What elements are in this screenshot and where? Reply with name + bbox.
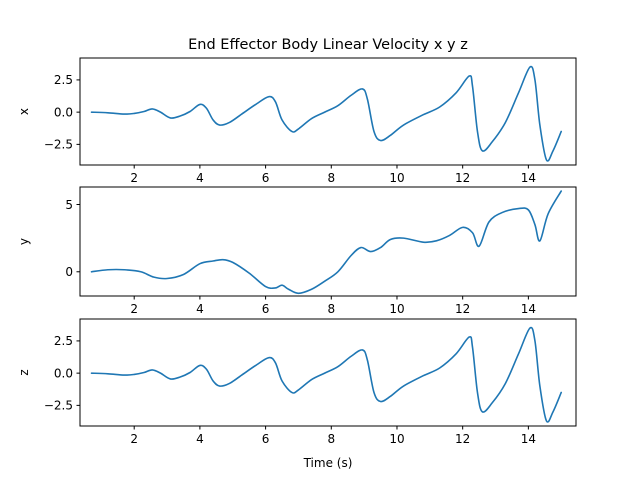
x-tick-label: 6 bbox=[262, 171, 270, 185]
subplot-y: 2 4 6 8 10 12 14 5 0 y bbox=[17, 186, 577, 316]
x-tick-label: 8 bbox=[327, 432, 335, 446]
x-tick-label: 14 bbox=[521, 302, 536, 316]
y-tick-label: 2.5 bbox=[54, 73, 73, 87]
x-tick-label: 14 bbox=[521, 171, 536, 185]
x-tick-label: 12 bbox=[455, 171, 470, 185]
axes-frame-y bbox=[79, 186, 577, 297]
y-axis-label: x bbox=[17, 108, 31, 115]
chart-title: End Effector Body Linear Velocity x y z bbox=[188, 37, 468, 53]
y-axis-label: z bbox=[17, 369, 31, 375]
series-line-y bbox=[90, 190, 563, 295]
y-tick-label: 5 bbox=[65, 198, 73, 212]
x-tick-label: 4 bbox=[196, 171, 204, 185]
y-tick-label: 2.5 bbox=[54, 334, 73, 348]
x-tick-label: 10 bbox=[389, 302, 404, 316]
series-line-x bbox=[90, 65, 563, 162]
y-tick-label: −2.5 bbox=[44, 138, 73, 152]
y-tick-label: −2.5 bbox=[44, 399, 73, 413]
x-tick-label: 2 bbox=[130, 432, 138, 446]
x-axis-label: Time (s) bbox=[303, 456, 353, 470]
y-axis-label: y bbox=[17, 238, 31, 245]
x-tick-label: 14 bbox=[521, 432, 536, 446]
x-tick-label: 4 bbox=[196, 302, 204, 316]
y-tick-label: 0.0 bbox=[54, 366, 73, 380]
x-tick-label: 12 bbox=[455, 302, 470, 316]
x-tick-label: 8 bbox=[327, 302, 335, 316]
x-tick-label: 4 bbox=[196, 432, 204, 446]
x-tick-label: 2 bbox=[130, 171, 138, 185]
x-tick-label: 6 bbox=[262, 432, 270, 446]
subplot-z: 2 4 6 8 10 12 14 2.5 0.0 −2.5 z bbox=[17, 318, 577, 446]
series-line-z bbox=[90, 326, 563, 423]
subplot-x: 2 4 6 8 10 12 14 2.5 0.0 −2.5 x bbox=[17, 57, 577, 185]
x-tick-label: 12 bbox=[455, 432, 470, 446]
x-tick-label: 10 bbox=[389, 432, 404, 446]
x-tick-label: 2 bbox=[130, 302, 138, 316]
x-tick-label: 8 bbox=[327, 171, 335, 185]
y-tick-label: 0 bbox=[65, 265, 73, 279]
x-tick-label: 6 bbox=[262, 302, 270, 316]
axes-frame-x bbox=[79, 57, 577, 166]
y-tick-label: 0.0 bbox=[54, 105, 73, 119]
axes-frame-z bbox=[79, 318, 577, 427]
x-tick-label: 10 bbox=[389, 171, 404, 185]
